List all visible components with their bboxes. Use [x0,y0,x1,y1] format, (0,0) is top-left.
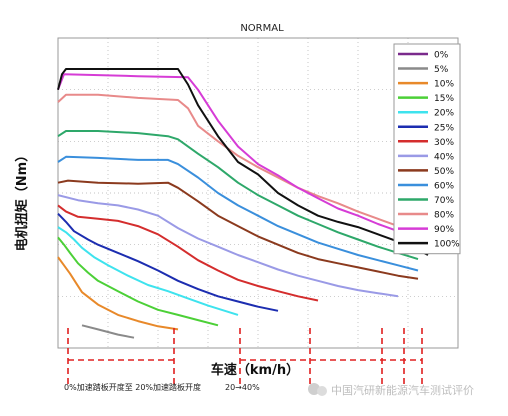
legend-label: 70% [434,196,454,206]
y-axis-label: 电机扭矩（Nm） [14,149,30,251]
legend-label: 80% [434,211,454,221]
legend-label: 90% [434,225,454,235]
legend-entry: 40% [398,152,454,162]
legend-entry: 5% [398,65,449,75]
legend-entry: 10% [398,80,454,90]
series-layer [57,68,429,339]
series-line-5pct [81,324,135,339]
series-line-30pct [57,204,319,302]
series-line-60pct [57,155,419,272]
series-line-20pct [57,226,239,316]
legend: 0% 5% 10% 15% 20% 25% 30% 40% 50% 60% 70% 80% 90% 100… [393,43,461,255]
x-axis-label: 车速（km/h） [211,362,299,378]
legend-entry: 50% [398,167,454,177]
legend-label: 50% [434,167,454,177]
series-line-80pct [57,93,419,236]
legend-entry: 20% [398,109,454,119]
chart-title: NORMAL [240,23,284,34]
annotation-region-2: 20→40% [225,383,260,392]
legend-label: 20% [434,109,454,119]
series-line-50pct [57,179,419,280]
legend-entry: 0% [398,51,449,61]
legend-label: 5% [434,65,449,75]
watermark-text: 中国汽研新能源汽车测试评价 [331,383,474,397]
series-line-15pct [57,236,219,327]
watermark-logo-icon [308,383,327,396]
legend-entry: 15% [398,94,454,104]
legend-label: 40% [434,152,454,162]
series-line-70pct [57,130,419,261]
grid [58,38,458,348]
legend-label: 10% [434,80,454,90]
legend-label: 25% [434,123,454,133]
series-line-90pct [57,73,419,241]
legend-entry: 25% [398,123,454,133]
legend-label: 15% [434,94,454,104]
series-line-100pct [57,68,429,256]
marker-layer [67,328,423,384]
watermark: 中国汽研新能源汽车测试评价 [308,383,474,397]
legend-label: 30% [434,138,454,148]
series-line-25pct [57,213,279,312]
series-line-40pct [57,194,399,298]
legend-label: 60% [434,181,454,191]
legend-label: 100% [434,240,460,250]
legend-box [393,43,461,255]
legend-entry: 100% [398,240,460,250]
legend-label: 0% [434,51,449,61]
legend-entry: 70% [398,196,454,206]
legend-entry: 30% [398,138,454,148]
legend-entry: 60% [398,181,454,191]
legend-entry: 80% [398,211,454,221]
annotation-region-1: 0%加速踏板开度至 20%加速踏板开度 [64,382,201,392]
legend-entry: 90% [398,225,454,235]
series-line-10pct [57,256,179,331]
